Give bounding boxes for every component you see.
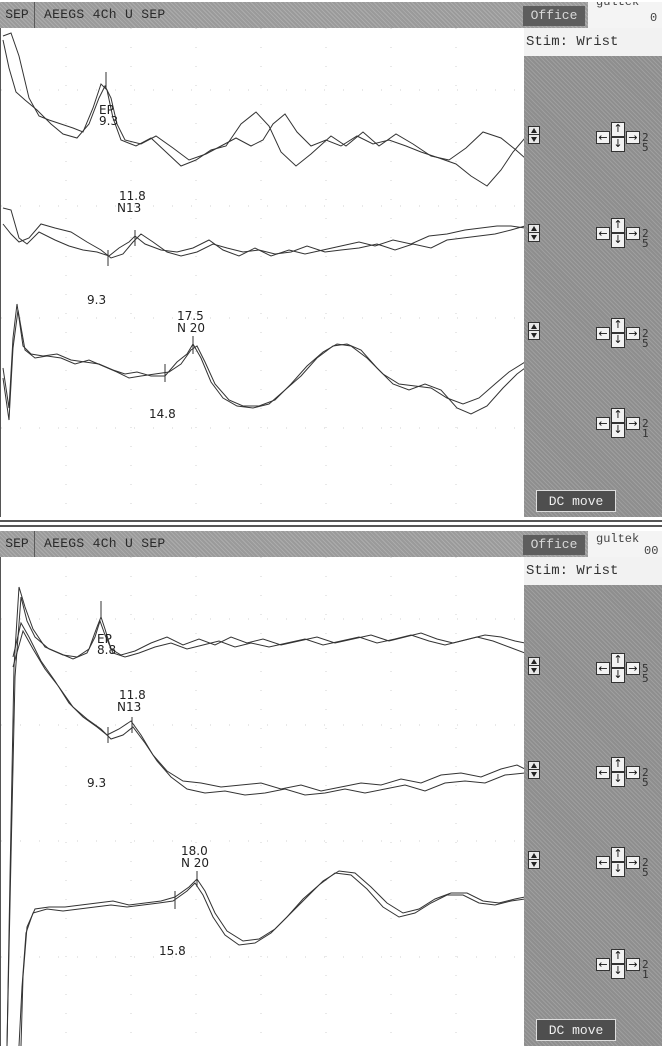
ch1-position-four-way-icon[interactable]: ← ↑ ↓ → bbox=[596, 122, 640, 152]
protocol-name: AEEGS 4Ch U SEP bbox=[44, 7, 166, 22]
ep-latency: 8.8 bbox=[97, 643, 116, 657]
stim-site: Stim: Wrist bbox=[524, 28, 662, 56]
user-name: gultek bbox=[596, 2, 640, 9]
trace-ch1-a bbox=[6, 596, 525, 1046]
waveform-plot: EP 8.8 11.8 N13 9.3 18.0 N 20 15.8 bbox=[1, 557, 525, 1046]
ch1-value-1: 5 bbox=[642, 662, 649, 675]
trace-ch3-b bbox=[18, 872, 525, 1046]
trace-ch3-a bbox=[2, 303, 525, 415]
trace-ch2-b bbox=[12, 629, 525, 796]
sep-screen-bottom: SEP AEEGS 4Ch U SEP Office gultek 00 bbox=[0, 531, 662, 1046]
n13-label: N13 bbox=[117, 201, 141, 215]
ep-label: EP bbox=[99, 103, 114, 117]
ch3-scale-up-down-icon[interactable] bbox=[528, 851, 540, 869]
grid-dots bbox=[1, 557, 525, 1046]
n13-onset-latency: 9.3 bbox=[87, 776, 106, 790]
mode-label: SEP bbox=[0, 531, 35, 557]
ch4-value-1: 2 bbox=[642, 958, 649, 971]
ch2-scale-up-down-icon[interactable] bbox=[528, 761, 540, 779]
ch2-value-1: 2 bbox=[642, 766, 649, 779]
title-bar: SEP AEEGS 4Ch U SEP Office gultek 0 bbox=[0, 2, 662, 28]
n13-peak-latency: 11.8 bbox=[119, 688, 146, 702]
n20-peak-latency: 18.0 bbox=[181, 844, 208, 858]
ch4-value-2: 1 bbox=[642, 968, 649, 981]
ch3-value-2: 5 bbox=[642, 866, 649, 879]
protocol-name: AEEGS 4Ch U SEP bbox=[44, 536, 166, 551]
control-panel: Stim: Wrist ← ↑ ↓ → 2 5 ← ↑ ↓ → 2 5 ← ↑ … bbox=[524, 28, 662, 517]
dc-move-button[interactable]: DC move bbox=[536, 490, 616, 512]
ch4-position-four-way-icon[interactable]: ← ↑ ↓ → bbox=[596, 408, 640, 438]
ch3-value-2: 5 bbox=[642, 337, 649, 350]
user-name: gultek bbox=[596, 532, 640, 546]
trace-ch2-a bbox=[2, 207, 525, 257]
office-button[interactable]: Office bbox=[523, 535, 585, 555]
ch3-value-1: 2 bbox=[642, 856, 649, 869]
user-id: 0 bbox=[650, 11, 658, 25]
n20-label: N 20 bbox=[181, 856, 209, 870]
ch1-scale-up-down-icon[interactable] bbox=[528, 126, 540, 144]
stim-site: Stim: Wrist bbox=[524, 557, 662, 585]
ch1-value-2: 5 bbox=[642, 141, 649, 154]
n20-onset-latency: 14.8 bbox=[149, 407, 176, 421]
n13-onset-latency: 9.3 bbox=[87, 293, 106, 307]
waveform-plot: EP 9.3 11.8 N13 9.3 17.5 N 20 14.8 bbox=[1, 28, 525, 517]
ch2-value-2: 5 bbox=[642, 776, 649, 789]
ep-latency: 9.3 bbox=[99, 114, 118, 128]
user-id: 00 bbox=[644, 544, 659, 557]
ch1-scale-up-down-icon[interactable] bbox=[528, 657, 540, 675]
trace-ch3-b bbox=[2, 309, 525, 421]
trace-ch1-b bbox=[6, 586, 525, 1046]
n20-peak-latency: 17.5 bbox=[177, 309, 204, 323]
mode-label: SEP bbox=[0, 2, 35, 28]
waveform-area: EP 9.3 11.8 N13 9.3 17.5 N 20 14.8 bbox=[0, 28, 525, 517]
trace-ch1-a bbox=[2, 32, 525, 167]
ch2-scale-up-down-icon[interactable] bbox=[528, 224, 540, 242]
ch1-value-2: 5 bbox=[642, 672, 649, 685]
trace-ch3-a bbox=[20, 870, 525, 1046]
ch1-value-1: 2 bbox=[642, 131, 649, 144]
title-bar: SEP AEEGS 4Ch U SEP Office gultek 00 bbox=[0, 531, 662, 557]
n13-label: N13 bbox=[117, 700, 141, 714]
screen-divider bbox=[0, 520, 662, 527]
trace-ch1-b bbox=[2, 39, 525, 187]
ch2-position-four-way-icon[interactable]: ← ↑ ↓ → bbox=[596, 218, 640, 248]
grid-dots bbox=[1, 28, 525, 517]
n20-label: N 20 bbox=[177, 321, 205, 335]
ch4-value-1: 2 bbox=[642, 417, 649, 430]
ch4-position-four-way-icon[interactable]: ← ↑ ↓ → bbox=[596, 949, 640, 979]
trace-ch2-b bbox=[2, 223, 525, 259]
user-box: gultek 0 bbox=[588, 2, 662, 28]
waveform-area: EP 8.8 11.8 N13 9.3 18.0 N 20 15.8 bbox=[0, 557, 525, 1046]
ch4-value-2: 1 bbox=[642, 427, 649, 440]
ch3-position-four-way-icon[interactable]: ← ↑ ↓ → bbox=[596, 847, 640, 877]
ch2-position-four-way-icon[interactable]: ← ↑ ↓ → bbox=[596, 757, 640, 787]
ep-label: EP bbox=[97, 632, 112, 646]
dc-move-button[interactable]: DC move bbox=[536, 1019, 616, 1041]
ch3-scale-up-down-icon[interactable] bbox=[528, 322, 540, 340]
ch1-position-four-way-icon[interactable]: ← ↑ ↓ → bbox=[596, 653, 640, 683]
ch2-value-1: 2 bbox=[642, 227, 649, 240]
user-box: gultek 00 bbox=[588, 531, 662, 557]
office-button[interactable]: Office bbox=[523, 6, 585, 26]
ch2-value-2: 5 bbox=[642, 237, 649, 250]
ch3-position-four-way-icon[interactable]: ← ↑ ↓ → bbox=[596, 318, 640, 348]
n20-onset-latency: 15.8 bbox=[159, 944, 186, 958]
control-panel: Stim: Wrist ← ↑ ↓ → 5 5 ← ↑ ↓ → 2 5 ← ↑ … bbox=[524, 557, 662, 1046]
sep-screen-top: SEP AEEGS 4Ch U SEP Office gultek 0 bbox=[0, 2, 662, 517]
n13-peak-latency: 11.8 bbox=[119, 189, 146, 203]
ch3-value-1: 2 bbox=[642, 327, 649, 340]
